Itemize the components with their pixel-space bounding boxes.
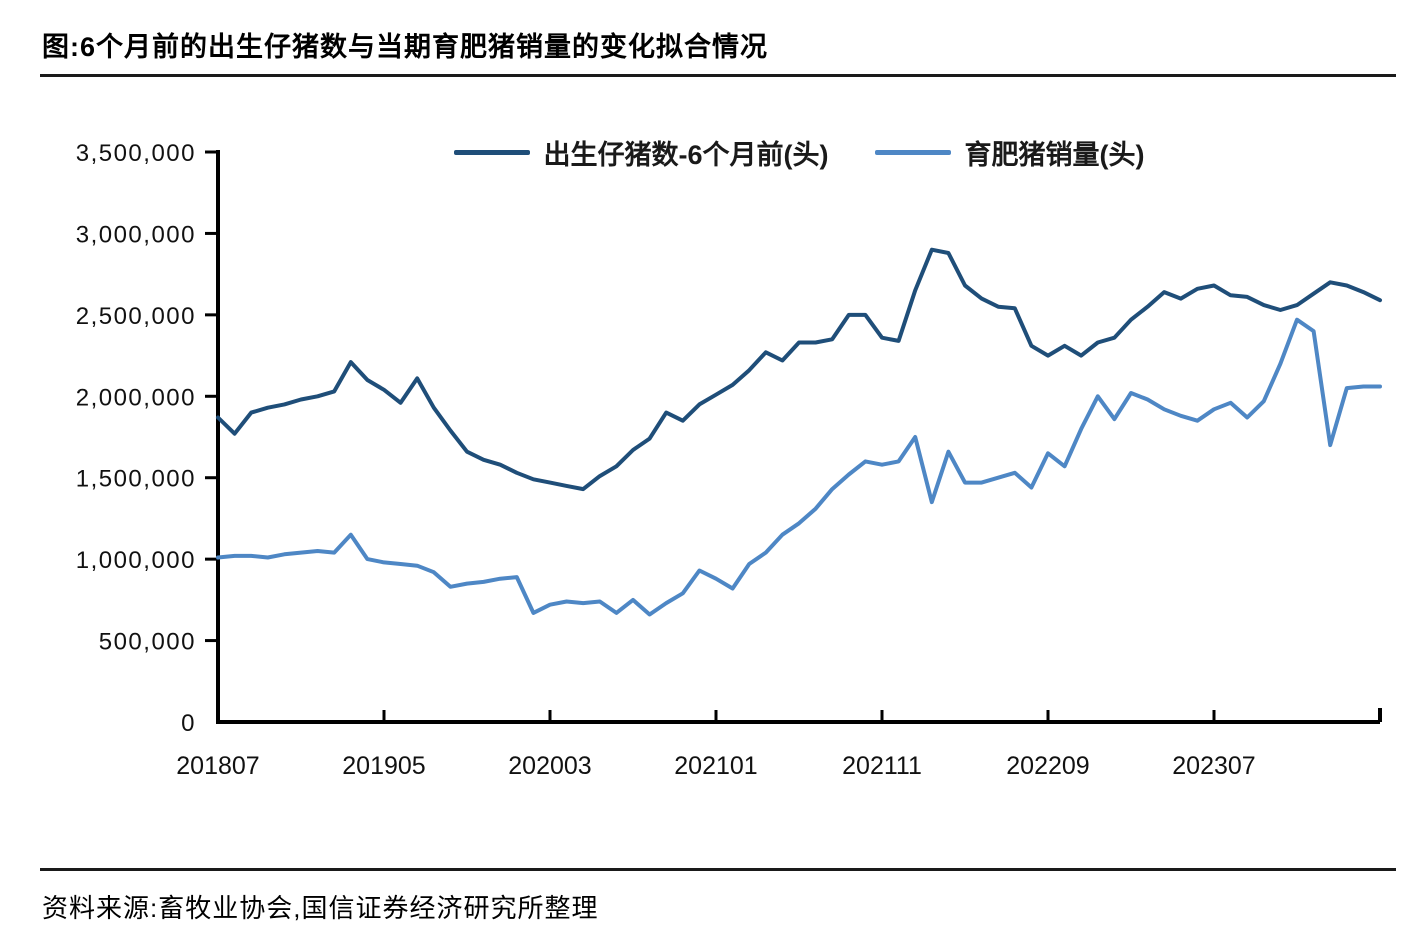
- legend-line-swatch-light: [874, 149, 951, 155]
- title-divider: [40, 74, 1396, 77]
- x-tick-label: 202111: [842, 752, 922, 780]
- y-tick-label: 3,000,000: [76, 221, 196, 248]
- page-title: 图:6个月前的出生仔猪数与当期育肥猪销量的变化拟合情况: [42, 32, 769, 62]
- y-tick-label: 3,500,000: [76, 140, 196, 167]
- y-tick-label: 500,000: [99, 629, 196, 656]
- series-fattening-hog-sales: [216, 317, 1382, 617]
- x-tick-label: 201905: [342, 752, 425, 780]
- y-tick-label: 1,500,000: [76, 466, 196, 493]
- footer-divider: [40, 868, 1396, 871]
- x-tick-label: 201807: [176, 752, 259, 780]
- legend-item-hog-sales: 育肥猪销量(头): [874, 133, 1145, 172]
- x-axis: 201807 201905 202003 202101 202111 202209 2023…: [176, 708, 1382, 780]
- series-piglet-births-6mo-prior: [216, 247, 1382, 492]
- chart-legend: 出生仔猪数-6个月前(头) 育肥猪销量(头): [218, 134, 1380, 170]
- legend-item-piglet-births: 出生仔猪数-6个月前(头): [453, 133, 829, 172]
- x-tick-label: 202003: [508, 752, 591, 780]
- x-tick-label: 202307: [1172, 752, 1255, 780]
- legend-label-hog-sales: 育肥猪销量(头): [964, 139, 1145, 170]
- x-tick-label: 202209: [1006, 752, 1089, 780]
- legend-label-piglet-births: 出生仔猪数-6个月前(头): [543, 139, 829, 170]
- legend-line-swatch-dark: [453, 149, 530, 155]
- x-tick-label: 202101: [674, 752, 757, 780]
- y-tick-label: 2,000,000: [76, 384, 196, 411]
- y-tick-label: 0: [181, 710, 196, 737]
- y-tick-label: 1,000,000: [76, 547, 196, 574]
- source-text: 资料来源:畜牧业协会,国信证券经济研究所整理: [42, 893, 599, 923]
- y-tick-label: 2,500,000: [76, 303, 196, 330]
- y-axis: 0 500,000 1,000,000 1,500,000 2,000,000 2,500…: [76, 140, 220, 737]
